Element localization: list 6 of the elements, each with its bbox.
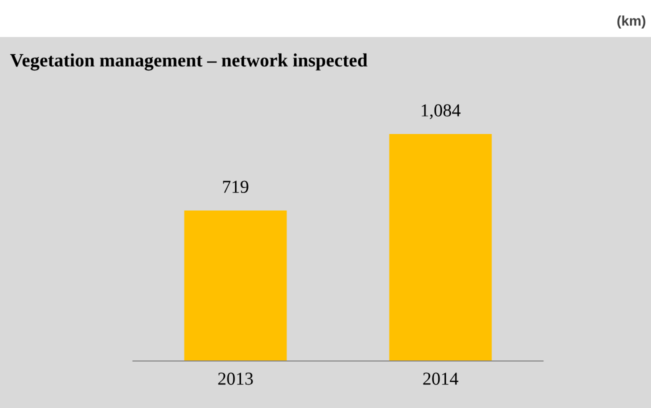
- chart-title: Vegetation management – network inspected: [10, 53, 368, 71]
- text: (km): [617, 16, 646, 28]
- x-tick-label: 2014: [423, 372, 458, 385]
- data-label: 1,084: [422, 104, 461, 120]
- x-tick-label: 2013: [218, 372, 253, 385]
- data-label: 719: [223, 180, 248, 193]
